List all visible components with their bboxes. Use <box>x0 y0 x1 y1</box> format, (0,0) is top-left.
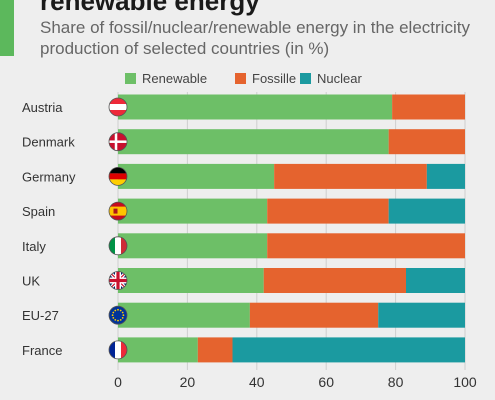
austria-flag-icon <box>108 97 128 117</box>
x-tick-label: 80 <box>388 374 404 390</box>
bar-segment <box>232 337 465 363</box>
denmark-flag-icon <box>108 132 128 152</box>
category-label: EU-27 <box>22 308 59 323</box>
bar-segment <box>263 268 407 293</box>
flags <box>108 97 128 360</box>
accent-bar <box>0 0 14 56</box>
x-tick-label: 100 <box>453 374 477 390</box>
bar-segment <box>197 337 233 363</box>
category-label: Spain <box>22 204 55 219</box>
france-flag-icon <box>108 340 128 360</box>
bar-segment <box>118 233 268 259</box>
bar-segment <box>388 129 465 155</box>
legend-label: Nuclear <box>317 71 362 86</box>
bar-segment <box>118 302 250 328</box>
category-label: Italy <box>22 239 46 254</box>
legend: Renewable Fossille Nuclear <box>125 71 362 86</box>
x-tick-labels: 0 20 40 60 80 100 <box>114 374 477 390</box>
category-label: Austria <box>22 100 63 115</box>
bar-segment <box>274 163 427 189</box>
bar-segment <box>118 163 275 189</box>
bar-segment <box>249 302 379 328</box>
category-label: Germany <box>22 169 76 184</box>
legend-swatch <box>235 73 246 84</box>
germany-flag-icon <box>108 166 128 186</box>
x-tick-label: 40 <box>249 374 265 390</box>
category-label: UK <box>22 274 40 289</box>
spain-flag-icon <box>108 201 128 221</box>
bar-segment <box>118 94 393 120</box>
bar-segment <box>267 233 465 259</box>
category-label: Denmark <box>22 135 75 150</box>
bar-segment <box>267 198 389 224</box>
x-tick-label: 20 <box>180 374 196 390</box>
bar-segment <box>118 268 264 293</box>
legend-swatch <box>125 73 136 84</box>
uk-flag-icon <box>108 271 128 290</box>
bar-segment <box>378 302 465 328</box>
category-label: France <box>22 343 62 358</box>
bar-segment <box>426 163 465 189</box>
chart-title: renewable energy <box>40 0 260 16</box>
x-tick-label: 0 <box>114 374 122 390</box>
italy-flag-icon <box>108 236 128 256</box>
legend-label: Renewable <box>142 71 207 86</box>
bar-segment <box>388 198 465 224</box>
legend-swatch <box>300 73 311 84</box>
bar-segment <box>118 129 389 155</box>
chart-subtitle: Share of fossil/nuclear/renewable energy… <box>40 18 470 58</box>
bar-segment <box>118 337 198 363</box>
bar-segment <box>406 268 465 293</box>
bar-segment <box>118 198 268 224</box>
category-labels: Austria Denmark Germany Spain Italy UK EU-27 Fr… <box>22 100 76 358</box>
x-tick-label: 60 <box>318 374 334 390</box>
eu-flag-icon <box>108 305 128 325</box>
bars <box>118 94 465 363</box>
bar-segment <box>392 94 465 120</box>
legend-label: Fossille <box>252 71 296 86</box>
